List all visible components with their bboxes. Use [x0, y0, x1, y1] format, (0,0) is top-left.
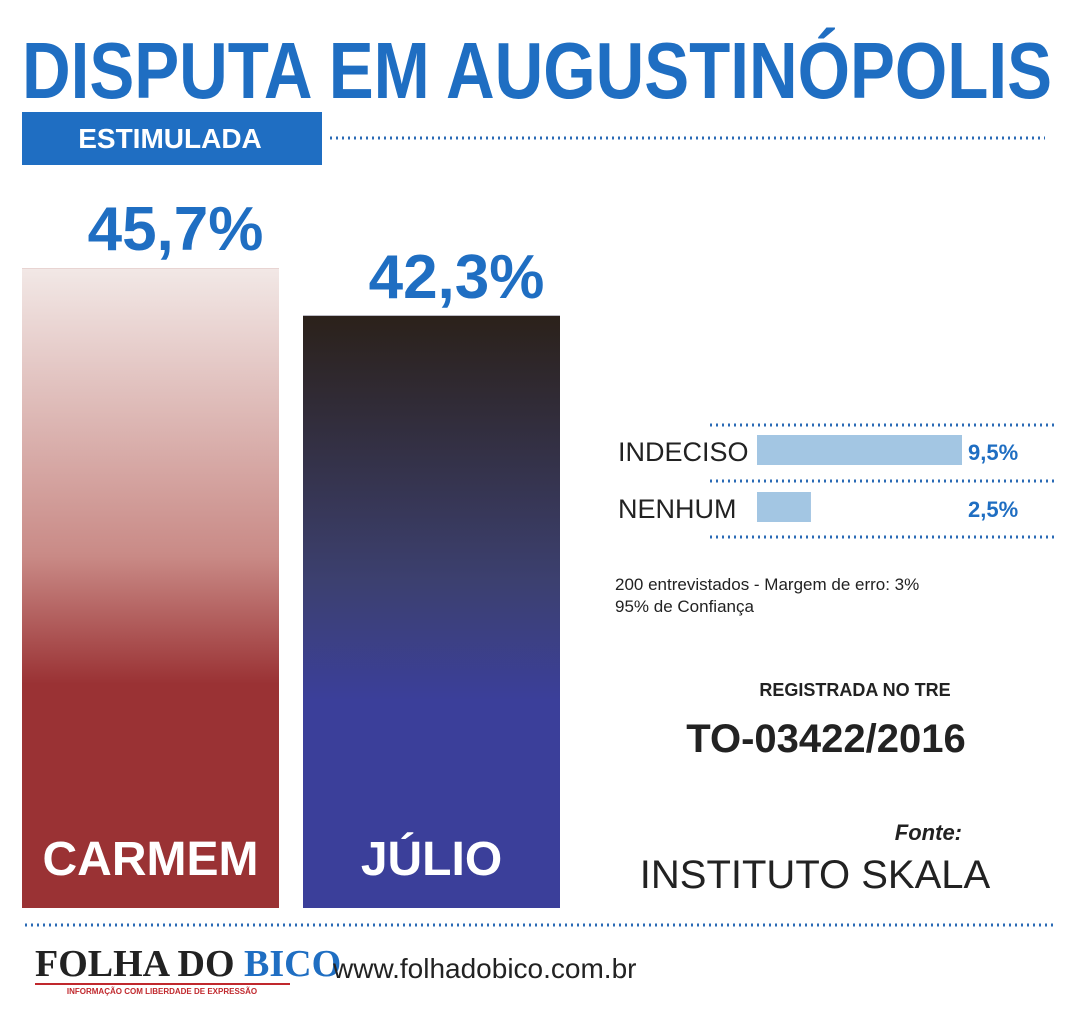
logo-tagline: INFORMAÇÃO COM LIBERDADE DE EXPRESSÃO [67, 987, 257, 996]
source-name: INSTITUTO SKALA [640, 853, 991, 897]
registration-label: REGISTRADA NO TRE [759, 680, 950, 700]
category-label: INDECISO [618, 437, 749, 467]
bar [757, 435, 962, 465]
logo-text: FOLHA DO [35, 943, 235, 985]
logo-highlight: BICO [244, 943, 341, 985]
title: DISPUTA EM AUGUSTINÓPOLIS [22, 26, 1052, 115]
subtitle: ESTIMULADA [78, 123, 262, 154]
bar-photo-shade [303, 315, 560, 908]
bar-photo-shade [22, 268, 279, 908]
note: 200 entrevistados - Margem de erro: 3% [615, 575, 919, 594]
value-label: 45,7% [88, 195, 264, 264]
category-label: CARMEM [43, 833, 259, 886]
value-label: 42,3% [369, 243, 545, 312]
value-label: 2,5% [968, 497, 1018, 522]
subtitle-box [22, 112, 322, 165]
source-label: Fonte: [895, 820, 962, 845]
value-label: 9,5% [968, 440, 1018, 465]
category-label: NENHUM [618, 494, 737, 524]
category-label: JÚLIO [361, 831, 502, 886]
logo: FOLHA DO BICO [35, 943, 341, 985]
note: 95% de Confiança [615, 597, 754, 616]
registration-number: TO-03422/2016 [686, 717, 965, 761]
url: www.folhadobico.com.br [332, 953, 636, 984]
bar [757, 492, 811, 522]
